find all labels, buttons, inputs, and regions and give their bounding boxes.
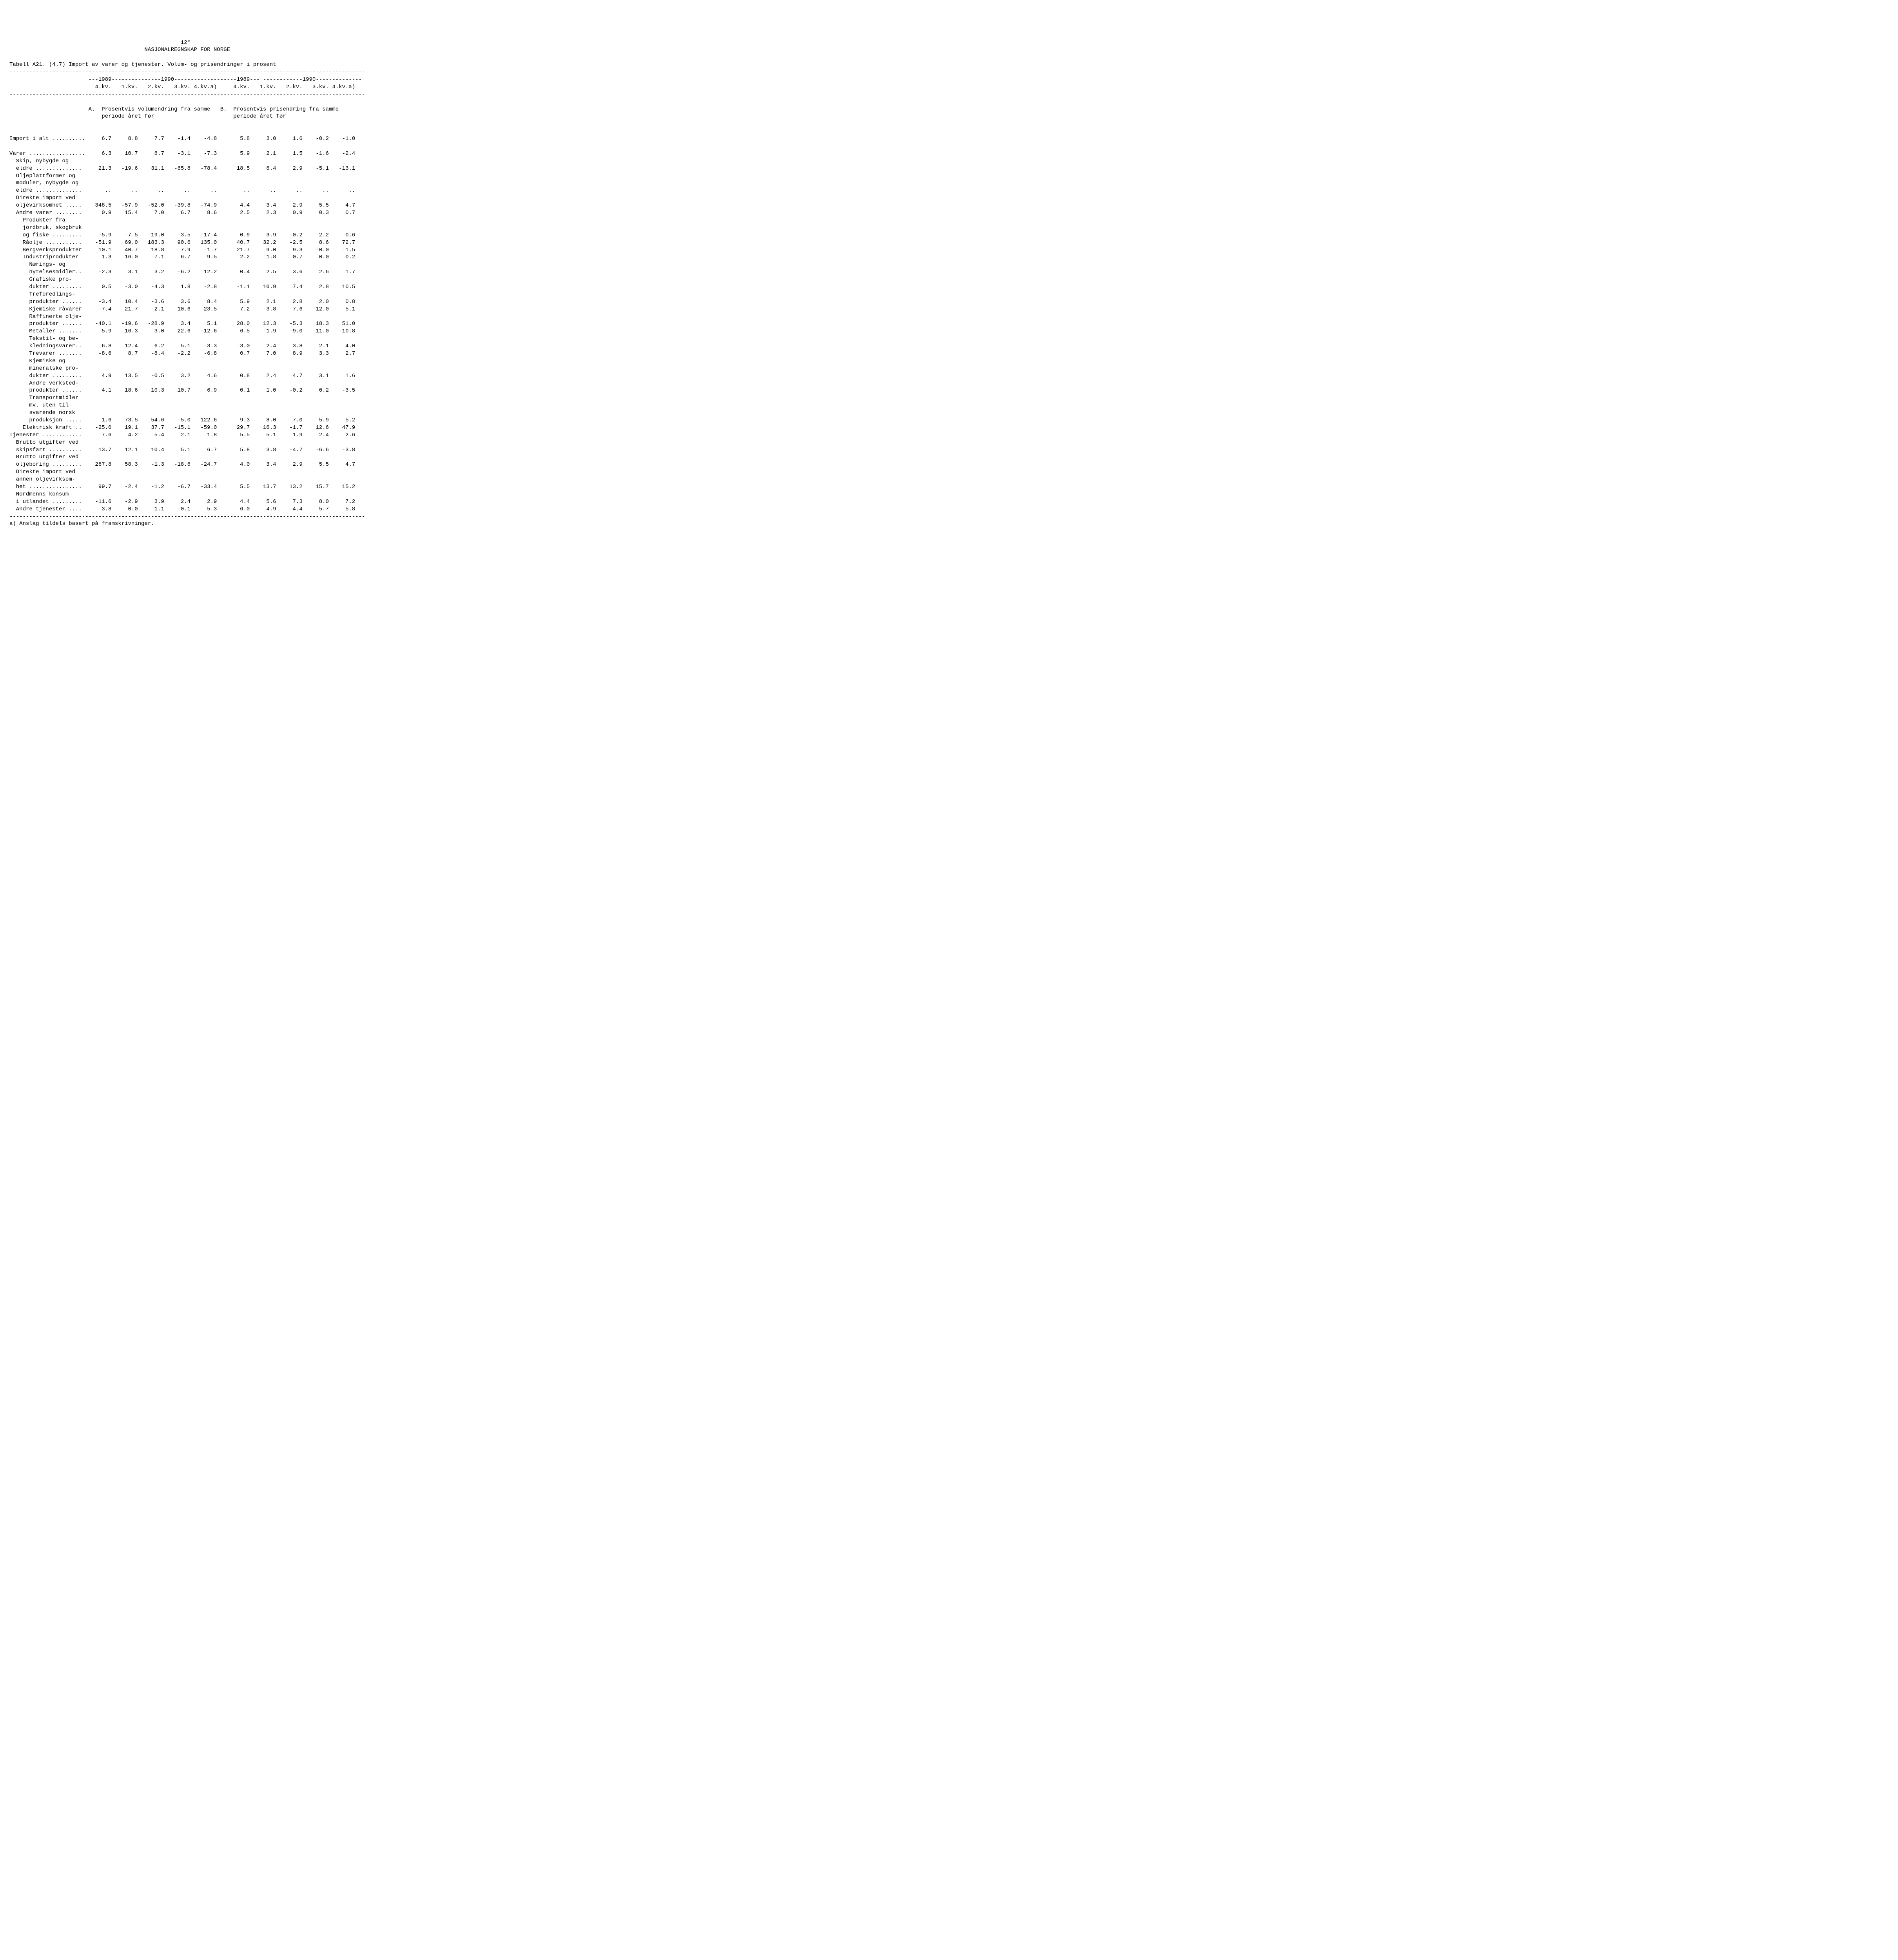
rule-top: ----------------------------------------… bbox=[9, 69, 365, 75]
rule-bottom: ----------------------------------------… bbox=[9, 514, 365, 520]
header-groups: ---1989---------------1990--------------… bbox=[9, 76, 365, 83]
main-title: NASJONALREGNSKAP FOR NORGE bbox=[9, 47, 365, 53]
rule-mid: ----------------------------------------… bbox=[9, 91, 365, 98]
page: 12* NASJONALREGNSKAP FOR NORGE Tabell A2… bbox=[9, 39, 365, 528]
header-cols: 4.kv. 1.kv. 2.kv. 3.kv. 4.kv.a) 4.kv. 1.… bbox=[9, 84, 359, 90]
footnote: a) Anslag tildels basert på framskrivnin… bbox=[9, 521, 154, 527]
table-caption: Tabell A21. (4.7) Import av varer og tje… bbox=[9, 62, 276, 68]
page-number: 12* bbox=[9, 40, 365, 46]
section-heads: A. Prosentvis volumendring fra samme B. … bbox=[9, 106, 339, 120]
table-body: Import i alt .......... 6.7 8.8 7.7 -1.4… bbox=[9, 136, 359, 512]
